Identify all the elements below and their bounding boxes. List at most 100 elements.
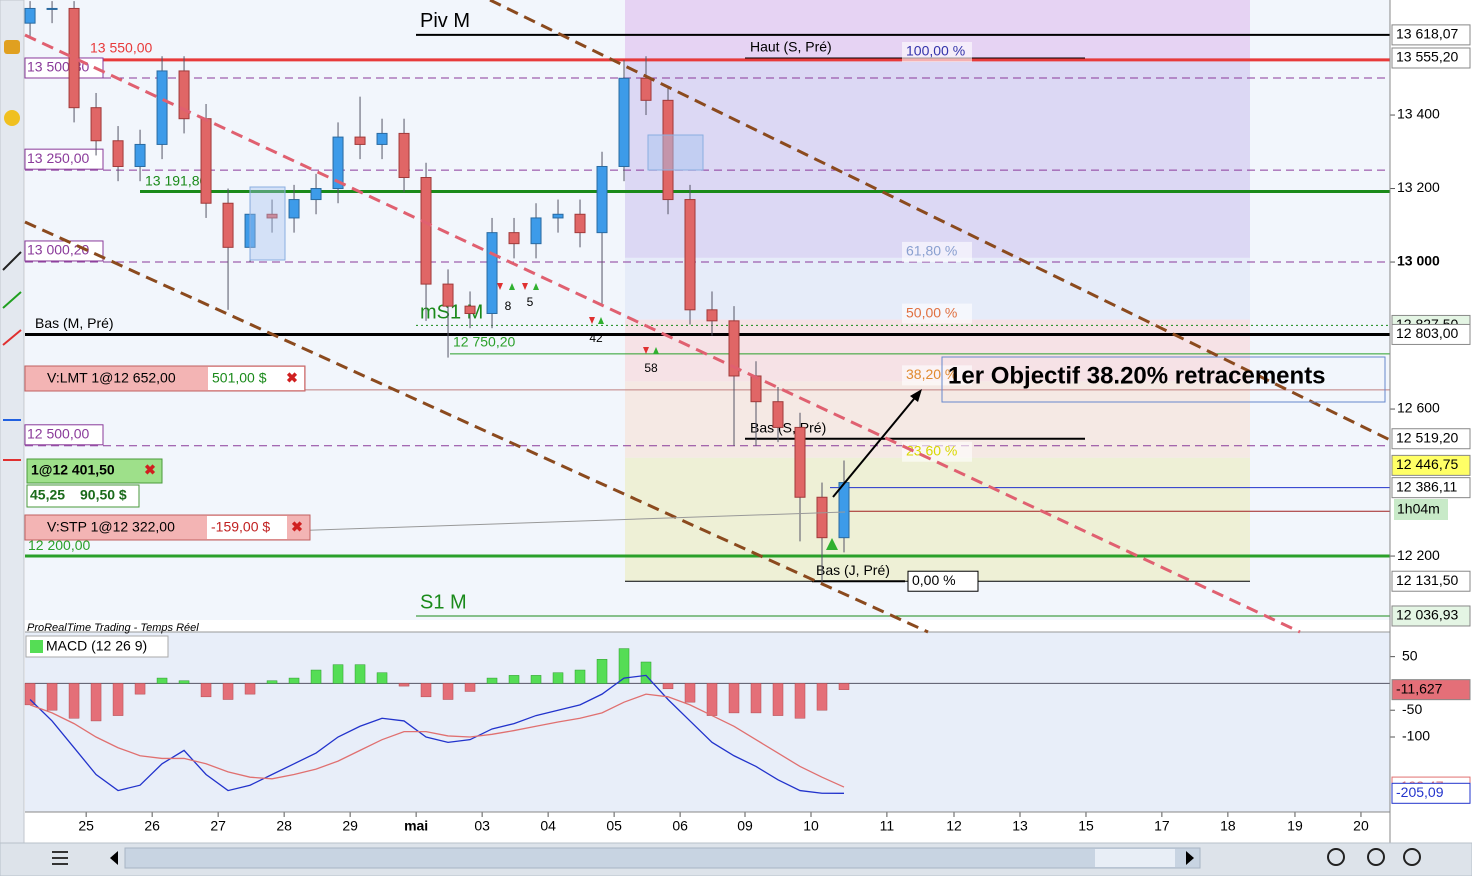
candle-body	[508, 232, 520, 245]
x-tick-label: 28	[276, 818, 292, 834]
x-tick-label: 11	[880, 818, 895, 834]
level-label: S1 M	[420, 591, 467, 613]
histogram-bar	[640, 661, 652, 684]
x-tick-label: 17	[1154, 818, 1170, 834]
candle-body	[310, 188, 322, 201]
histogram-bar	[310, 669, 322, 684]
histogram-bar	[794, 683, 806, 719]
trend-line	[24, 33, 1301, 634]
price-badge	[1391, 570, 1471, 592]
price-badge-label: 12 386,11	[1396, 478, 1457, 494]
position-close[interactable]: ✖	[144, 462, 156, 478]
y-tick-label: 12 200	[1397, 547, 1440, 563]
arrow-head	[910, 389, 922, 402]
scrollbar[interactable]	[124, 847, 1201, 869]
fib-zone	[625, 0, 1250, 582]
zone-box	[647, 134, 704, 171]
candle-body	[816, 496, 828, 539]
y-tick-label: 13 000	[1397, 253, 1440, 269]
fib-band	[625, 57, 1250, 258]
price-badge-label: -11,627	[1396, 680, 1443, 696]
tool-icon[interactable]	[2, 251, 22, 271]
histogram-bar	[244, 683, 256, 695]
trend-line	[24, 220, 929, 634]
signal-arrow	[826, 538, 838, 550]
tool-icon[interactable]	[4, 110, 20, 126]
zoom-icon[interactable]	[1403, 848, 1421, 866]
y-tick-label: 13 200	[1397, 179, 1440, 195]
x-tick-label: 06	[672, 818, 688, 834]
x-tick-label: 20	[1353, 818, 1369, 834]
candle-body	[288, 199, 300, 219]
price-badge	[1391, 24, 1471, 46]
histogram-bar	[24, 683, 36, 706]
y-tick-label: 12 600	[1397, 400, 1440, 416]
tool-icon[interactable]	[2, 291, 22, 309]
zoom-icon[interactable]	[1327, 848, 1345, 866]
scroll-thumb[interactable]	[1095, 849, 1175, 867]
order-label: V:LMT 1@12 652,00	[47, 370, 176, 386]
x-tick-label: 19	[1287, 818, 1303, 834]
x-tick-label: 13	[1012, 818, 1028, 834]
signal-arrow	[653, 347, 659, 354]
level-label: Bas (M, Pré)	[35, 315, 114, 331]
candle-body	[134, 143, 146, 167]
scroll-right[interactable]	[1186, 851, 1194, 865]
y-tick-label: -50	[1402, 701, 1422, 717]
position-pnl: 45,25	[30, 487, 65, 503]
fib-label-box	[902, 41, 972, 62]
signal-arrow	[522, 283, 528, 290]
histogram-bar	[90, 683, 102, 722]
price-badge-label: 12 036,93	[1396, 607, 1458, 623]
x-tick-label: 15	[1078, 818, 1094, 834]
x-tick-label: 18	[1220, 818, 1236, 834]
candle-body	[222, 202, 234, 248]
candle-body	[530, 217, 542, 245]
histogram-bar	[618, 648, 630, 684]
zoom-icon[interactable]	[1367, 848, 1385, 866]
price-badge-label: 13 555,20	[1396, 49, 1458, 65]
candle-body	[90, 107, 102, 142]
histogram-bar	[750, 683, 762, 714]
order-close[interactable]: ✖	[286, 370, 298, 386]
price-badge-label: 12 519,20	[1396, 429, 1458, 445]
histogram-bar	[332, 664, 344, 684]
candle-body	[266, 213, 278, 219]
histogram-bar	[266, 680, 278, 684]
indicator-title: MACD (12 26 9)	[46, 638, 147, 654]
tool-icon[interactable]	[4, 40, 20, 54]
price-badge-label: 13 618,07	[1396, 26, 1458, 42]
x-tick-label: 12	[946, 818, 962, 834]
signal-label: 58	[644, 361, 658, 375]
scroll-left[interactable]	[110, 851, 118, 865]
price-badge-label: 12 446,75	[1396, 456, 1458, 472]
x-tick-label: 05	[606, 818, 622, 834]
candle-body	[772, 401, 784, 428]
left-toolbar	[0, 0, 25, 844]
histogram-bar	[200, 683, 212, 698]
level-label: 13 250,00	[27, 150, 89, 166]
candle-body	[596, 165, 608, 234]
candle-body	[794, 426, 806, 498]
x-tick-label: 26	[144, 818, 160, 834]
histogram-bar	[464, 683, 476, 692]
order-close[interactable]: ✖	[291, 519, 303, 535]
price-badge	[1391, 454, 1471, 476]
histogram-bar	[816, 683, 828, 711]
fib-label-box	[902, 303, 972, 324]
fib-label: 61,80 %	[906, 243, 957, 259]
candle-body	[574, 213, 586, 234]
candle-body	[442, 283, 454, 307]
candle-body	[178, 70, 190, 120]
price-badge-label: 12 803,00	[1396, 325, 1458, 341]
x-tick-label: mai	[404, 818, 428, 834]
signal-arrow	[589, 317, 595, 324]
tool-icon[interactable]	[2, 329, 22, 346]
x-tick-label: 04	[540, 818, 556, 834]
price-badge	[1391, 477, 1471, 499]
candle-body	[112, 140, 124, 167]
price-badge	[1391, 782, 1471, 804]
timer: 1h04m	[1397, 501, 1440, 517]
indicator-line	[29, 693, 845, 788]
